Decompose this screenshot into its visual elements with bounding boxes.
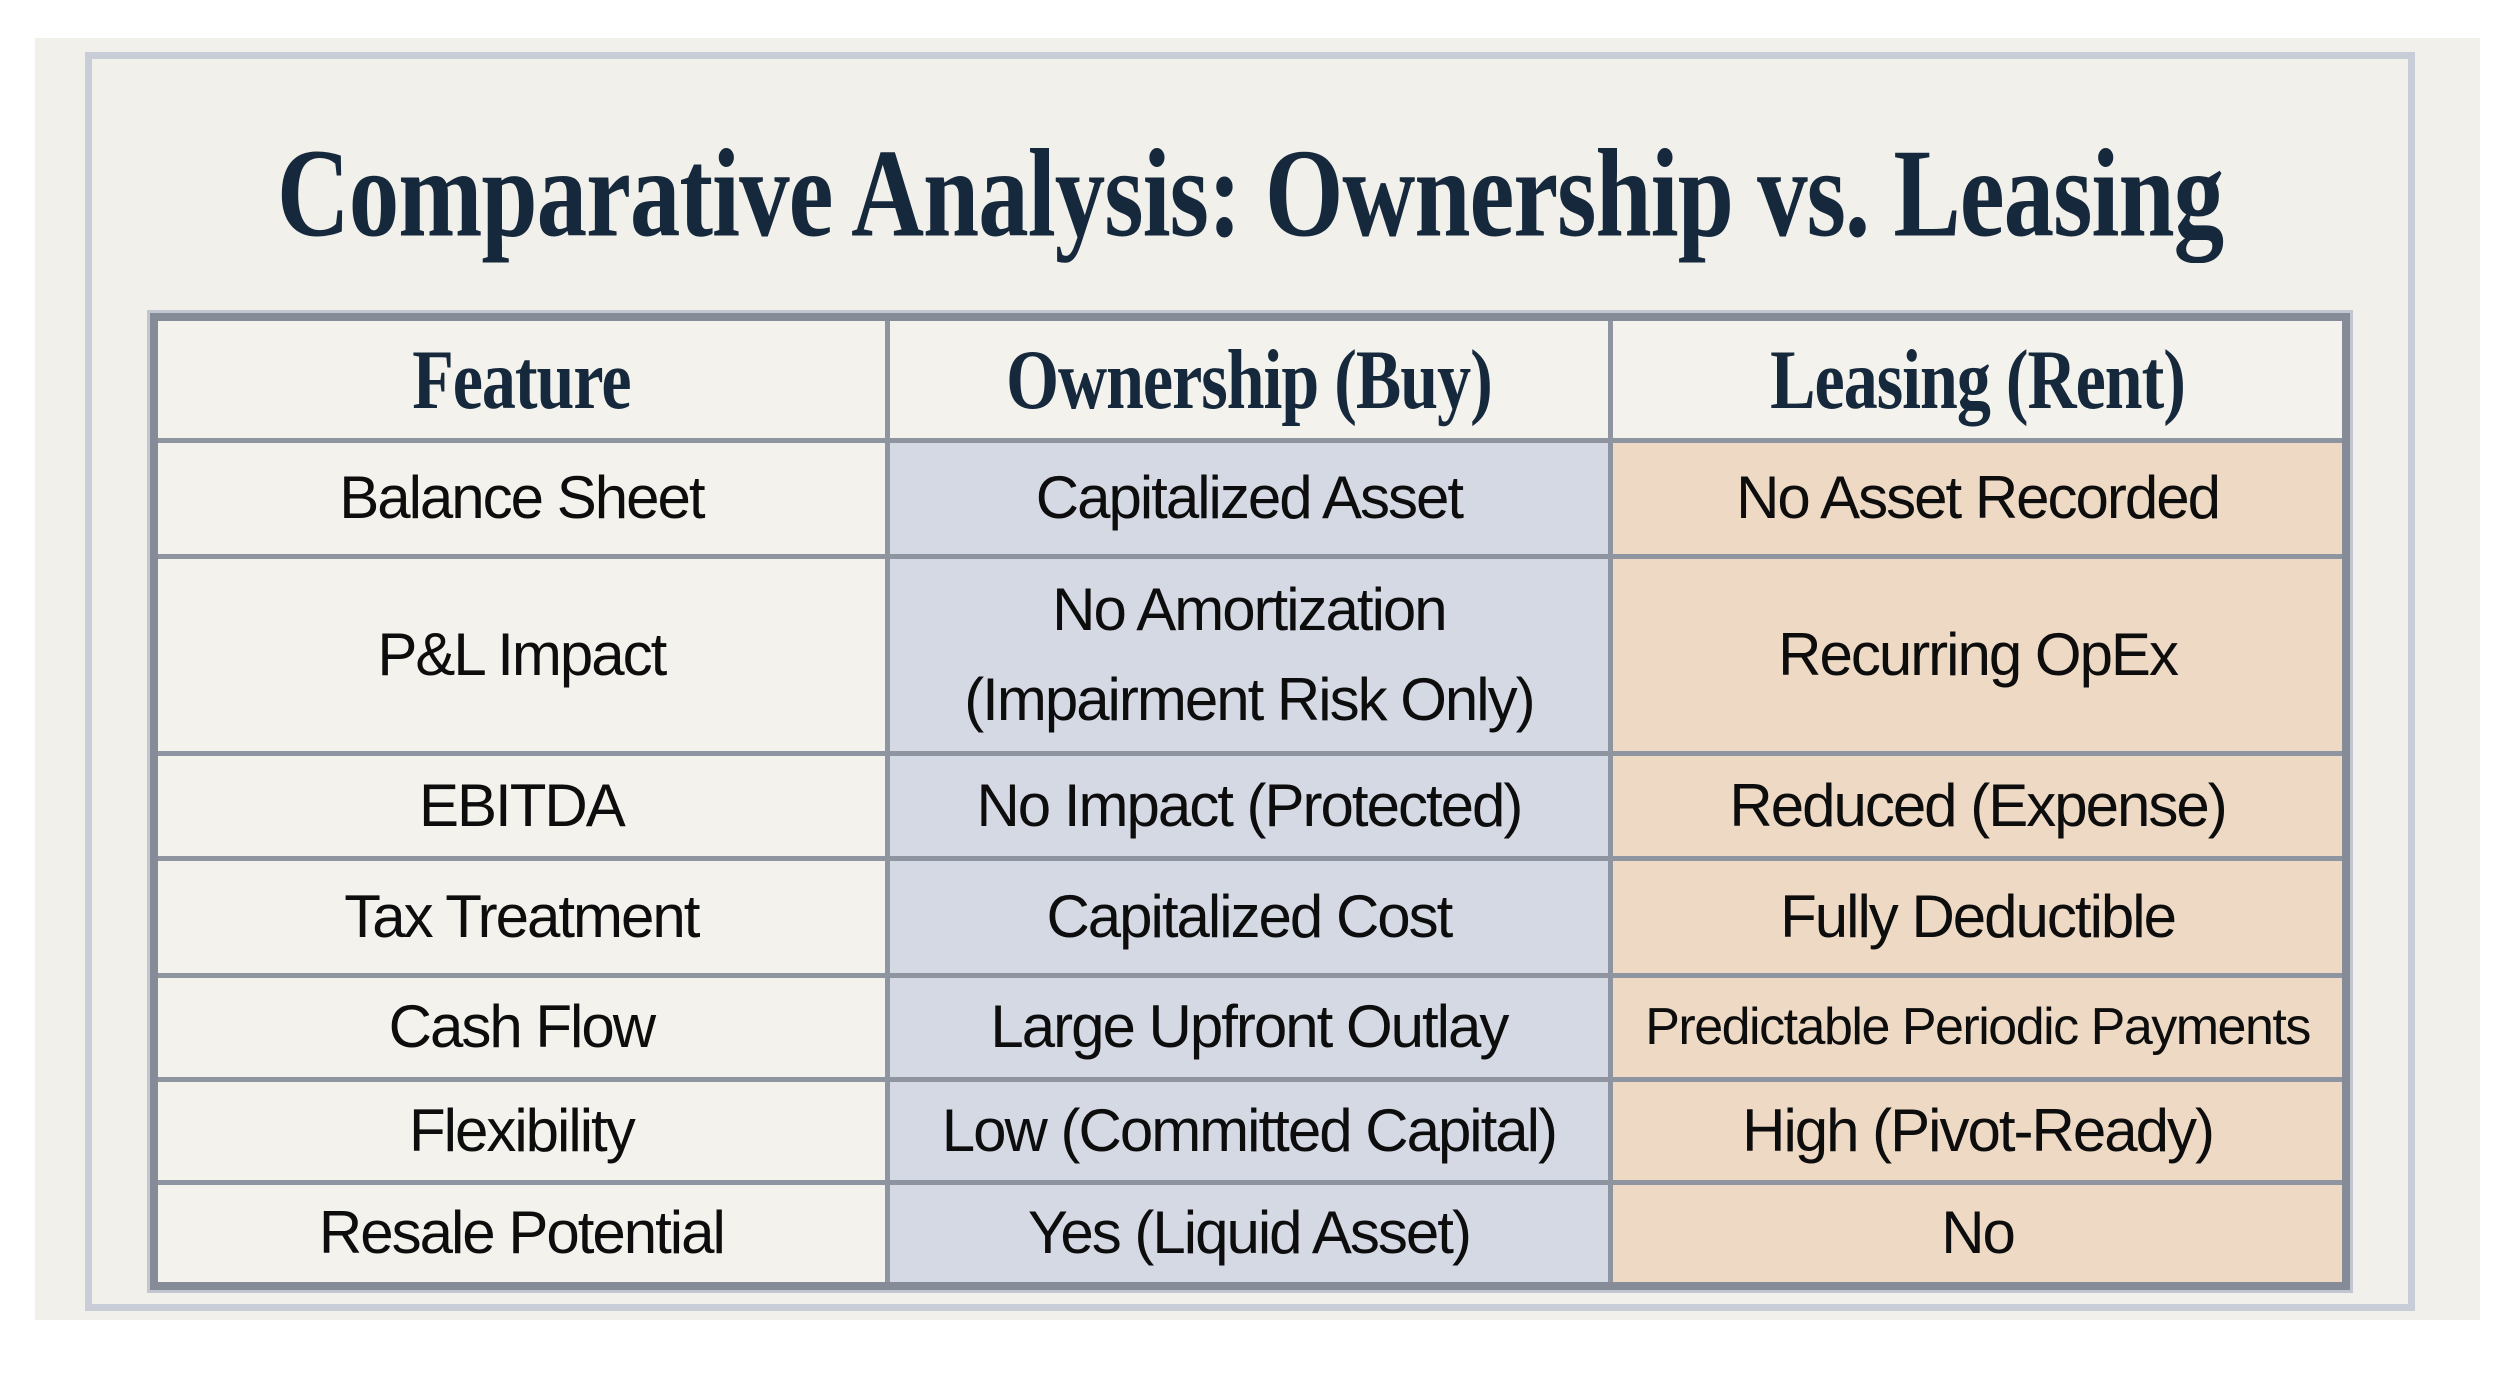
column-header-ownership-text: Ownership (Buy): [1006, 331, 1493, 427]
table-row: Flexibility Low (Committed Capital) High…: [151, 1076, 2349, 1185]
table-header-row: Feature Ownership (Buy) Leasing (Rent): [151, 314, 2349, 443]
table-row: EBITDA No Impact (Protected) Reduced (Ex…: [151, 750, 2349, 861]
cell-leasing: Recurring OpEx: [1608, 553, 2349, 756]
column-header-ownership: Ownership (Buy): [884, 314, 1614, 443]
cell-leasing: Reduced (Expense): [1608, 750, 2349, 861]
column-header-feature: Feature: [151, 314, 890, 443]
column-header-leasing-text: Leasing (Rent): [1770, 331, 2186, 427]
cell-ownership: Yes (Liquid Asset): [884, 1179, 1614, 1289]
page-title: Comparative Analysis: Ownership vs. Leas…: [150, 123, 2350, 263]
table-row: Balance Sheet Capitalized Asset No Asset…: [151, 437, 2349, 559]
cell-feature: Flexibility: [151, 1076, 890, 1185]
cell-feature: Balance Sheet: [151, 437, 890, 559]
cell-ownership: Capitalized Asset: [884, 437, 1614, 559]
cell-leasing: High (Pivot-Ready): [1608, 1076, 2349, 1185]
cell-ownership: No Impact (Protected): [884, 750, 1614, 861]
cell-feature: Resale Potential: [151, 1179, 890, 1289]
column-header-feature-text: Feature: [412, 331, 631, 427]
slide: Comparative Analysis: Ownership vs. Leas…: [35, 38, 2480, 1320]
cell-feature: Tax Treatment: [151, 855, 890, 978]
table-row: Cash Flow Large Upfront Outlay Predictab…: [151, 972, 2349, 1082]
table-row: P&L Impact No Amortization (Impairment R…: [151, 553, 2349, 756]
cell-leasing: No: [1608, 1179, 2349, 1289]
page-title-text: Comparative Analysis: Ownership vs. Leas…: [276, 122, 2224, 263]
column-header-leasing: Leasing (Rent): [1608, 314, 2349, 443]
cell-feature: P&L Impact: [151, 553, 890, 756]
cell-ownership: No Amortization (Impairment Risk Only): [884, 553, 1614, 756]
table-row: Resale Potential Yes (Liquid Asset) No: [151, 1179, 2349, 1289]
cell-leasing: Predictable Periodic Payments: [1608, 972, 2349, 1082]
cell-leasing: Fully Deductible: [1608, 855, 2349, 978]
cell-ownership: Large Upfront Outlay: [884, 972, 1614, 1082]
cell-ownership: Capitalized Cost: [884, 855, 1614, 978]
cell-ownership: Low (Committed Capital): [884, 1076, 1614, 1185]
cell-feature: EBITDA: [151, 750, 890, 861]
table-row: Tax Treatment Capitalized Cost Fully Ded…: [151, 855, 2349, 978]
cell-feature: Cash Flow: [151, 972, 890, 1082]
comparison-table: Feature Ownership (Buy) Leasing (Rent) B…: [150, 313, 2350, 1290]
cell-leasing: No Asset Recorded: [1608, 437, 2349, 559]
